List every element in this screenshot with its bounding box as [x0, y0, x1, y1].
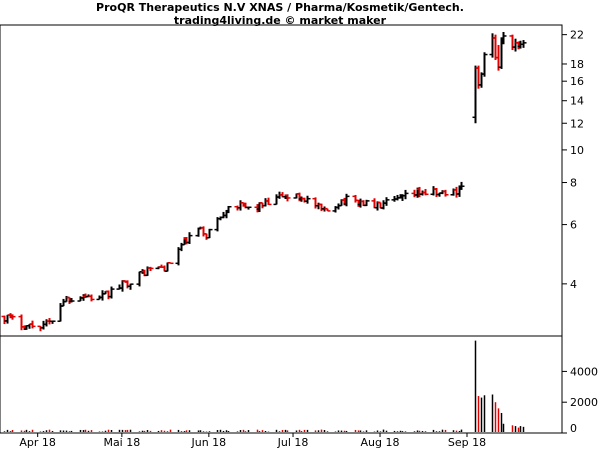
- ohlc-bar: [136, 271, 143, 287]
- ohlc-bar: [383, 197, 390, 206]
- volume-panel: [0, 335, 563, 434]
- ohlc-bar: [363, 199, 370, 207]
- ohlc-bar: [343, 193, 350, 207]
- chart-title: ProQR Therapeutics N.V XNAS / Pharma/Kos…: [96, 1, 464, 14]
- ohlc-bar: [225, 205, 232, 214]
- ohlc-bar: [520, 40, 527, 48]
- ohlc-bar: [29, 320, 36, 329]
- ohlc-bar: [147, 266, 154, 272]
- volume-tick-label: 0: [570, 422, 577, 435]
- ohlc-bar: [481, 52, 488, 77]
- price-tick-label: 6: [570, 219, 577, 232]
- time-tick-label: Apr 18: [19, 436, 56, 449]
- volume-axis: 4000 2000 0: [562, 365, 598, 435]
- price-bars: [1, 32, 527, 332]
- ohlc-bar: [458, 181, 465, 190]
- ohlc-bar: [245, 206, 252, 210]
- price-axis: 22 18 16 14 12 10 8 6 4: [562, 29, 584, 291]
- price-tick-label: 14: [570, 95, 584, 108]
- volume-tick-label: 2000: [570, 396, 598, 409]
- time-tick-label: Jul 18: [277, 436, 309, 449]
- ohlc-bar: [442, 189, 449, 197]
- price-tick-label: 10: [570, 144, 584, 157]
- ohlc-bar: [324, 207, 331, 212]
- ohlc-bar: [206, 228, 213, 239]
- price-tick-label: 12: [570, 117, 584, 130]
- ohlc-bar: [49, 320, 56, 324]
- price-tick-label: 22: [570, 29, 584, 42]
- time-tick-label: Aug 18: [361, 436, 400, 449]
- ohlc-bar: [402, 189, 409, 200]
- time-tick-label: Sep 18: [448, 436, 486, 449]
- ohlc-bar: [88, 294, 95, 302]
- volume-panel-frame: [0, 335, 563, 434]
- price-tick-label: 18: [570, 58, 584, 71]
- ohlc-bar: [422, 188, 429, 196]
- ohlc-bar: [265, 197, 272, 206]
- ohlc-bar: [9, 314, 16, 320]
- ohlc-bar: [304, 195, 311, 204]
- time-tick-label: Mai 18: [103, 436, 140, 449]
- ohlc-bar: [500, 32, 507, 45]
- volume-bars: [3, 340, 525, 432]
- time-axis: Apr 18 Mai 18 Jun 18 Jul 18 Aug 18 Sep 18: [19, 433, 486, 449]
- ohlc-bar: [68, 298, 75, 303]
- price-tick-label: 4: [570, 278, 577, 291]
- price-tick-label: 16: [570, 75, 584, 88]
- volume-tick-label: 4000: [570, 365, 598, 378]
- price-tick-label: 8: [570, 177, 577, 190]
- time-tick-label: Jun 18: [191, 436, 227, 449]
- chart-subtitle: trading4living.de © market maker: [173, 14, 387, 27]
- ohlc-bar: [284, 194, 291, 202]
- ohlc-bar: [127, 283, 134, 290]
- ohlc-bar: [167, 262, 174, 265]
- ohlc-bar: [108, 286, 115, 299]
- ohlc-bar: [186, 232, 193, 244]
